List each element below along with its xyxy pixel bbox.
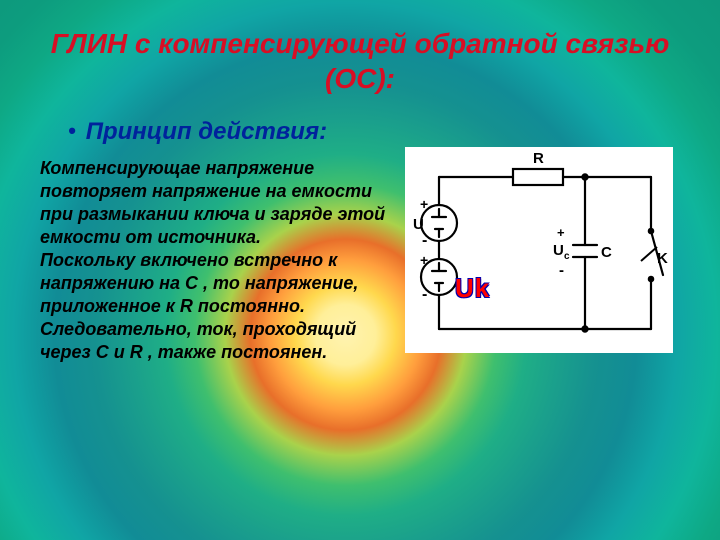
bullet-icon: • bbox=[68, 118, 76, 144]
svg-text:c: c bbox=[564, 251, 570, 262]
label-k: K bbox=[657, 250, 668, 267]
label-c: C bbox=[601, 244, 612, 261]
svg-text:U: U bbox=[553, 242, 564, 259]
label-uk-minus: - bbox=[422, 286, 427, 303]
slide-subtitle: Принцип действия: bbox=[86, 118, 327, 147]
subtitle-row: • Принцип действия: bbox=[68, 118, 680, 147]
label-uc-plus: + bbox=[557, 225, 565, 240]
body-text: Компенсирующае напряжение повторяет напр… bbox=[40, 157, 395, 364]
label-u: U bbox=[413, 216, 424, 233]
content-row: Компенсирующае напряжение повторяет напр… bbox=[40, 157, 680, 364]
label-r: R bbox=[533, 150, 544, 167]
label-u-plus: + bbox=[420, 196, 428, 212]
circuit-diagram: R U + - + - U c + - C K Uk bbox=[405, 147, 673, 353]
slide-title: ГЛИН с компенсирующей обратной связью (О… bbox=[40, 26, 680, 96]
label-uc: U c bbox=[553, 242, 570, 262]
circuit-svg: R U + - + - U c + - C K bbox=[405, 147, 673, 353]
label-uc-minus: - bbox=[559, 262, 564, 279]
label-uk-plus: + bbox=[420, 252, 428, 268]
label-u-minus: - bbox=[422, 232, 427, 249]
label-uk: Uk bbox=[455, 273, 490, 304]
slide: ГЛИН с компенсирующей обратной связью (О… bbox=[0, 0, 720, 540]
